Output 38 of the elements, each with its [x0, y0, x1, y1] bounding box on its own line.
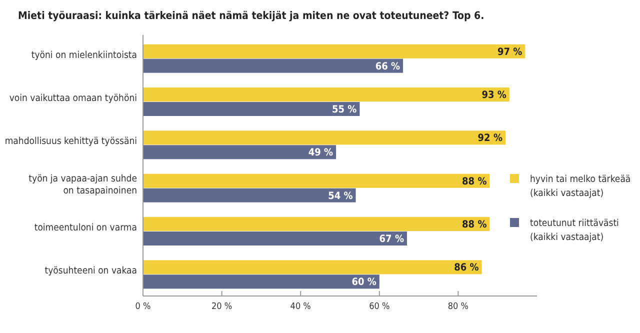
bar: [143, 58, 404, 73]
data-label: 60 %: [352, 277, 376, 288]
bar: [143, 130, 506, 145]
legend-label: hyvin tai melko tärkeää (kaikki vastaajat): [530, 174, 631, 199]
chart-title: Mieti työuraasi: kuinka tärkeinä näet nämä tekijät ja miten ne ovat toteutuneet? Top 6.: [18, 10, 484, 22]
x-tick-label: 0 %: [135, 302, 152, 312]
bar: [143, 145, 336, 160]
y-tick-label: työni on mielenkiintoista: [31, 50, 137, 61]
x-tick-label: 20 %: [212, 302, 232, 312]
data-label: 67 %: [379, 234, 404, 245]
y-tick-label: mahdollisuus kehittyä työssäni: [4, 136, 137, 148]
data-label: 92 %: [478, 133, 502, 144]
data-label: 93 %: [482, 90, 506, 102]
data-label: 86 %: [454, 262, 479, 274]
bar: [143, 217, 490, 232]
legend-label: toteutunut riittävästi (kaikki vastaajat): [530, 218, 619, 243]
data-label: 55 %: [332, 104, 357, 116]
bar: [143, 260, 482, 274]
x-tick-label: 60 %: [369, 302, 390, 312]
x-tick-label: 40 %: [290, 302, 312, 312]
bar: [143, 231, 407, 246]
bar: [143, 274, 380, 289]
bar: [143, 174, 490, 188]
data-label: 54 %: [328, 190, 353, 202]
data-label: 97 %: [498, 46, 522, 58]
bar: [143, 188, 356, 202]
bar: [143, 88, 510, 102]
data-label: 88 %: [462, 220, 487, 231]
y-tick-label: työsuhteeni on vakaa: [44, 266, 137, 277]
y-tick-label: voin vaikuttaa omaan työhöni: [9, 93, 137, 104]
y-tick-label: toimeentuloni on varma: [34, 222, 137, 234]
data-label: 49 %: [308, 148, 334, 159]
bar: [143, 102, 360, 116]
y-tick-label: työn ja vapaa-ajan suhde on tasapainoinen: [28, 173, 137, 196]
data-label: 88 %: [462, 176, 487, 188]
x-tick-label: 80 %: [448, 302, 469, 312]
data-label: 66 %: [375, 61, 400, 72]
bar: [143, 44, 526, 58]
